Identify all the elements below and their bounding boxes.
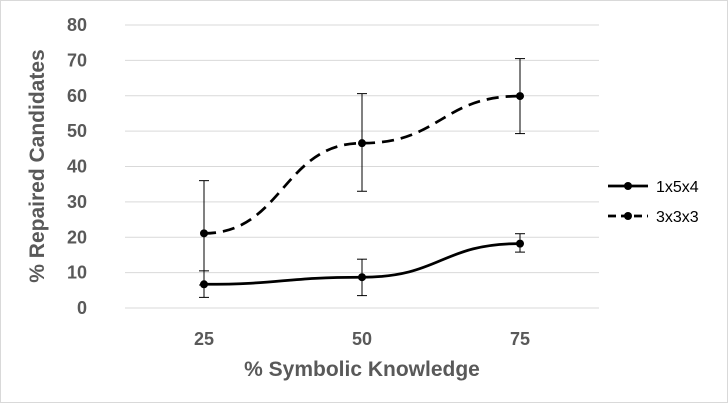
y-axis-ticks: 0 10 20 30 40 50 60 70 80	[67, 15, 87, 318]
series-3x3x3	[199, 58, 525, 286]
data-point	[358, 139, 366, 148]
y-tick-label: 0	[77, 298, 87, 318]
y-axis-title: % Repaired Candidates	[26, 49, 49, 282]
legend-label: 3x3x3	[656, 209, 699, 226]
y-tick-label: 50	[67, 121, 87, 141]
legend-label: 1x5x4	[656, 179, 699, 196]
x-tick-label: 25	[194, 329, 214, 349]
data-point	[358, 273, 366, 282]
series-line	[203, 94, 521, 235]
legend-marker	[624, 212, 632, 220]
x-tick-label: 50	[352, 329, 372, 349]
legend-item-1x5x4: 1x5x4	[608, 179, 699, 196]
legend: 1x5x4 3x3x3	[608, 179, 699, 226]
y-tick-label: 30	[67, 192, 87, 212]
x-axis-title: % Symbolic Knowledge	[244, 358, 480, 381]
series-layer	[199, 58, 525, 298]
data-point	[200, 229, 208, 238]
y-tick-label: 40	[67, 157, 87, 177]
legend-item-3x3x3: 3x3x3	[608, 209, 699, 226]
data-point	[516, 92, 524, 101]
y-tick-label: 20	[67, 227, 87, 247]
x-tick-label: 75	[510, 329, 530, 349]
legend-marker	[624, 182, 632, 190]
y-tick-label: 70	[67, 50, 87, 70]
y-tick-label: 80	[67, 15, 87, 35]
y-tick-label: 10	[67, 263, 87, 283]
y-tick-label: 60	[67, 86, 87, 106]
x-axis-ticks: 25 50 75	[194, 329, 530, 349]
data-point	[516, 239, 524, 248]
